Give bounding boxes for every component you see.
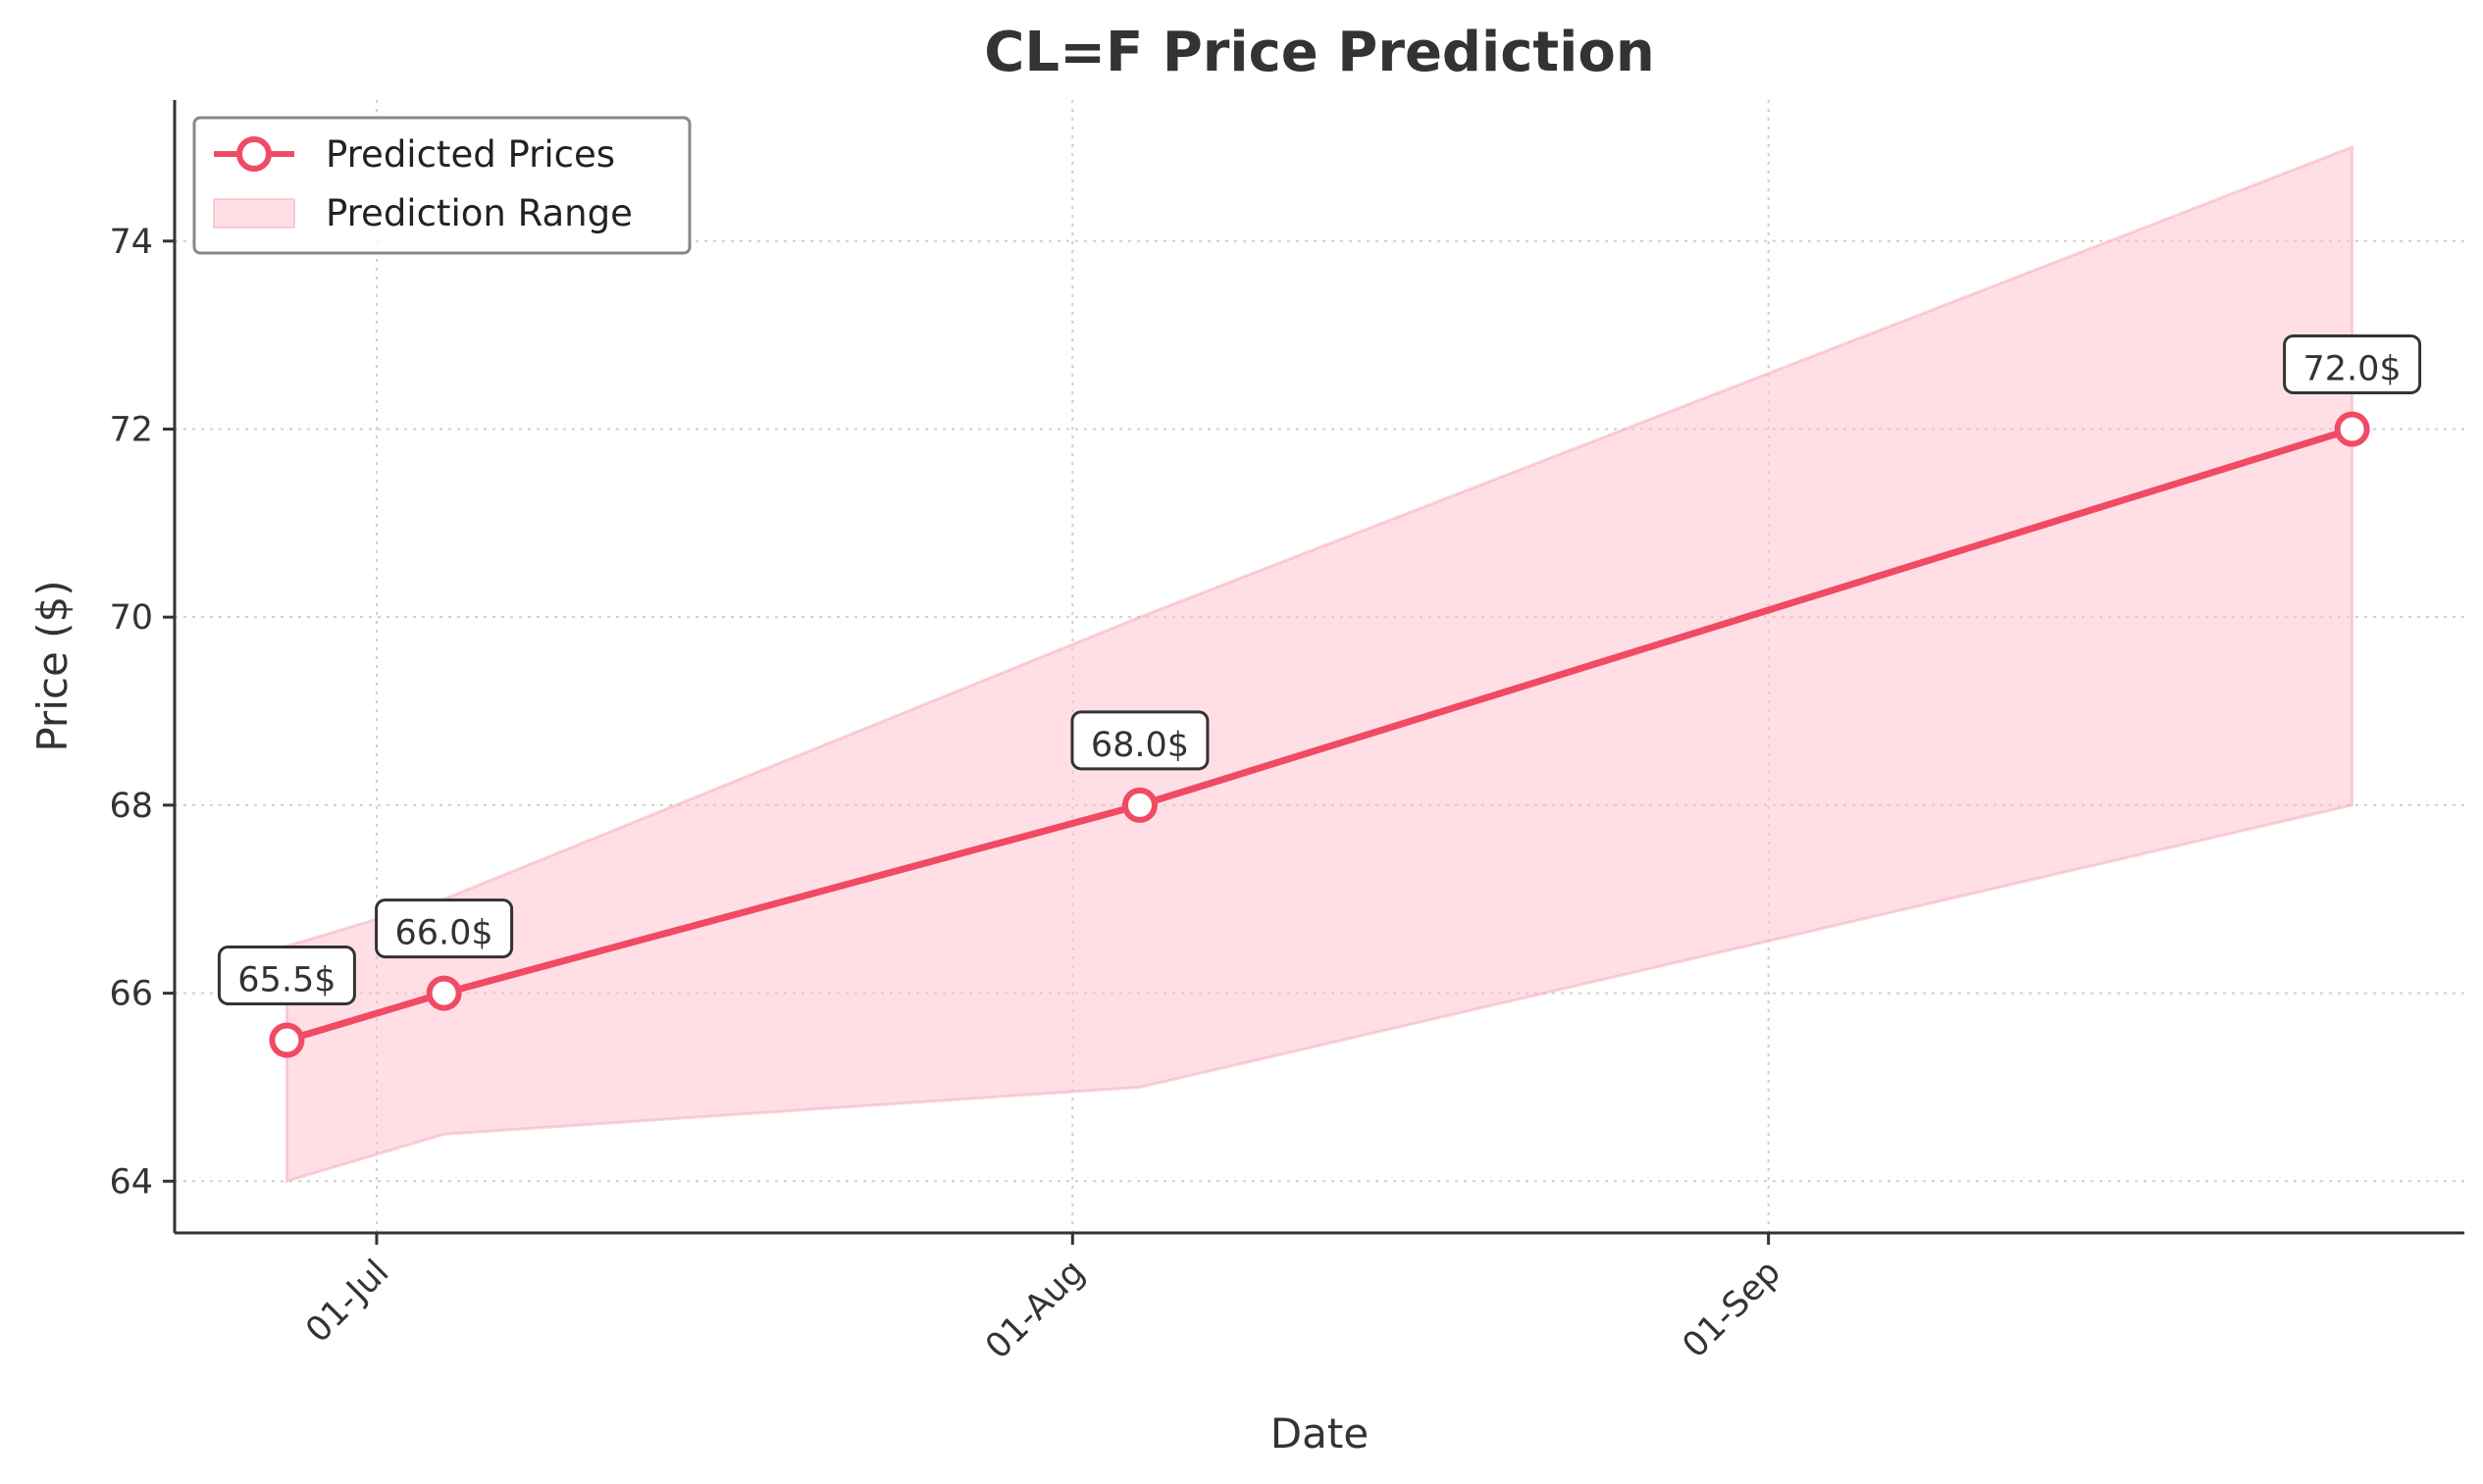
data-point <box>269 1022 305 1058</box>
legend: Predicted Prices Prediction Range <box>192 116 692 255</box>
predicted-prices-line <box>283 425 2356 1045</box>
data-label-box <box>375 898 514 959</box>
legend-range-swatch <box>213 198 295 229</box>
predicted-prices-series <box>269 411 2370 1058</box>
y-tick-label: 72 <box>109 410 153 449</box>
y-tick-label: 70 <box>109 598 153 638</box>
y-tick-label: 64 <box>109 1162 153 1202</box>
data-label-group: 66.0$ <box>375 898 514 959</box>
y-tick-label: 68 <box>109 787 153 826</box>
prediction-range-area <box>285 144 2354 1184</box>
x-tick-label: 01-Aug <box>978 1253 1092 1366</box>
axes <box>163 100 2464 1245</box>
x-tick-label: 01-Sep <box>1676 1253 1788 1365</box>
data-label-box <box>1070 710 1210 771</box>
x-axis-label: Date <box>1270 1409 1369 1458</box>
x-tick-label: 01-Jul <box>298 1253 396 1351</box>
data-point <box>1121 787 1158 823</box>
legend-marker-swatch <box>236 136 272 172</box>
data-label-group: 68.0$ <box>1070 710 1210 771</box>
legend-frame <box>192 116 692 255</box>
prediction-range-band <box>285 144 2354 1184</box>
data-label-group: 72.0$ <box>2283 333 2422 394</box>
data-point <box>426 975 462 1011</box>
data-label-group: 65.5$ <box>217 946 356 1006</box>
data-label-box <box>2283 333 2422 394</box>
legend-label-prediction-range: Prediction Range <box>326 192 633 234</box>
data-label: 66.0$ <box>394 914 492 953</box>
chart-title: CL=F Price Prediction <box>984 21 1654 84</box>
legend-item-prediction-range: Prediction Range <box>213 192 633 234</box>
data-point <box>2334 411 2370 447</box>
data-label: 72.0$ <box>2302 349 2401 388</box>
y-tick-label: 74 <box>109 223 153 262</box>
legend-item-predicted-prices: Predicted Prices <box>214 133 615 176</box>
data-label-box <box>217 946 356 1006</box>
y-tick-label: 66 <box>109 975 153 1014</box>
data-label: 65.5$ <box>237 961 336 1000</box>
legend-label-predicted-prices: Predicted Prices <box>326 133 615 176</box>
data-label: 68.0$ <box>1091 726 1189 765</box>
data-labels: 65.5$ 66.0$ 68.0$ 72.0$ <box>217 333 2422 1006</box>
y-axis-label: Price ($) <box>28 580 77 751</box>
